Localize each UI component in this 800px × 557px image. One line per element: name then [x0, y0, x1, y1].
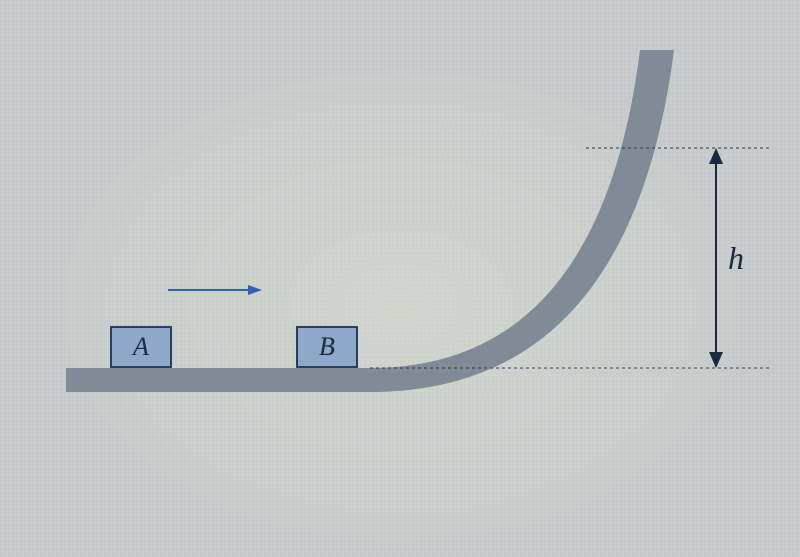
height-label: h: [728, 240, 744, 277]
physics-diagram: A B h: [0, 0, 800, 557]
block-b-label: B: [319, 332, 335, 362]
block-a: A: [110, 326, 172, 368]
block-b: B: [296, 326, 358, 368]
block-a-label: A: [133, 332, 149, 362]
diagram-svg: [0, 0, 800, 557]
wash: [0, 0, 800, 557]
